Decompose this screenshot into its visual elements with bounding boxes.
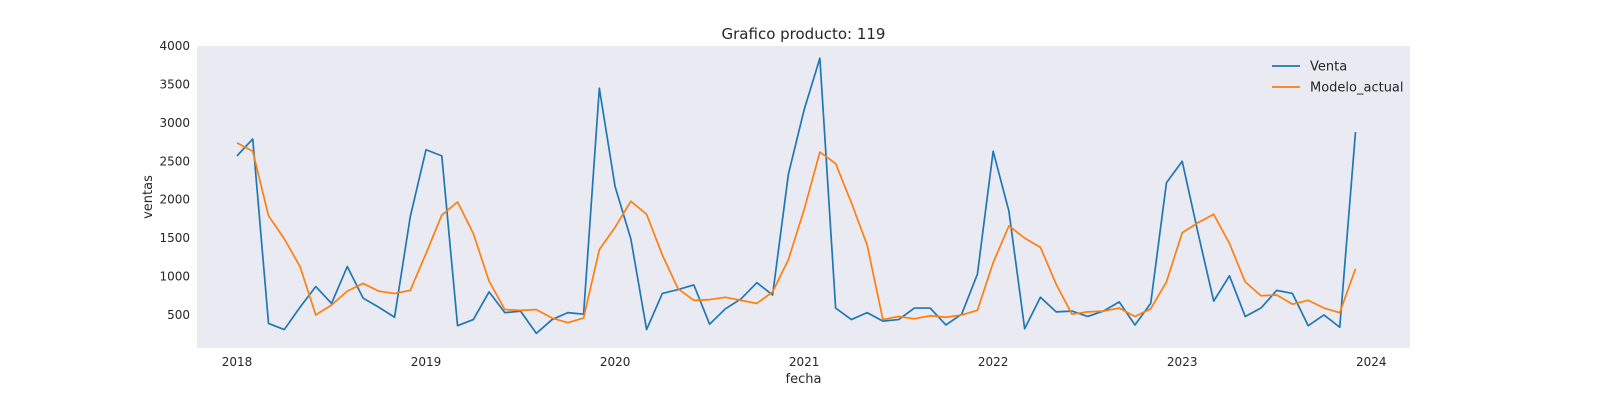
y-axis-label: ventas <box>141 175 156 219</box>
legend: Venta Modelo_actual <box>1272 60 1404 96</box>
x-axis-label: fecha <box>786 372 822 387</box>
y-tick-label: 2000 <box>159 193 190 207</box>
series-line-modelo-actual <box>236 142 1357 324</box>
series-layer <box>236 57 1357 335</box>
y-tick-label: 1000 <box>159 270 190 284</box>
x-tick-label: 2019 <box>411 355 442 369</box>
x-tick-label: 2018 <box>222 355 253 369</box>
series-line-venta <box>236 57 1357 335</box>
y-axis: 500 1000 1500 2000 2500 3000 3500 4000 <box>159 39 190 322</box>
legend-label: Modelo_actual <box>1310 81 1404 96</box>
plot-area <box>197 46 1410 348</box>
y-tick-label: 4000 <box>159 39 190 53</box>
y-tick-label: 3000 <box>159 116 190 130</box>
y-tick-label: 500 <box>167 308 190 322</box>
y-tick-label: 2500 <box>159 154 190 168</box>
x-axis: 2018 2019 2020 2021 2022 2023 2024 <box>222 355 1387 369</box>
chart-title: Grafico producto: 119 <box>722 25 886 43</box>
x-tick-label: 2020 <box>600 355 631 369</box>
x-tick-label: 2021 <box>789 355 820 369</box>
x-tick-label: 2023 <box>1167 355 1198 369</box>
y-tick-label: 1500 <box>159 231 190 245</box>
x-tick-label: 2022 <box>978 355 1009 369</box>
x-tick-label: 2024 <box>1356 355 1387 369</box>
y-tick-label: 3500 <box>159 77 190 91</box>
legend-label: Venta <box>1310 60 1347 75</box>
